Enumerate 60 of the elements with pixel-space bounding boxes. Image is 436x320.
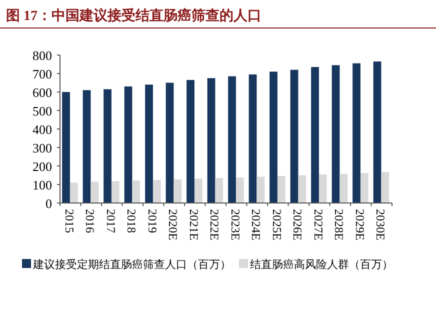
bar: [277, 176, 286, 203]
bar: [152, 180, 161, 203]
bar: [90, 182, 99, 203]
x-tick-label: 2025E: [270, 209, 284, 240]
x-tick-label: 2018: [124, 209, 139, 233]
bar: [311, 67, 319, 203]
y-tick-label: 600: [32, 85, 52, 100]
chart-title: 图 17：中国建议接受结直肠癌筛查的人口: [6, 7, 262, 24]
x-tick-label: 2024E: [249, 209, 264, 240]
bar: [352, 63, 360, 203]
bar: [104, 89, 112, 203]
bar: [186, 80, 194, 203]
bar: [318, 174, 327, 203]
x-tick-label: 2029E: [352, 209, 367, 240]
y-tick-label: 0: [46, 196, 52, 211]
bar: [360, 173, 368, 203]
y-tick-label: 100: [32, 178, 52, 192]
bar: [215, 178, 224, 203]
bar: [174, 179, 182, 203]
bar: [381, 172, 390, 203]
bar: [124, 86, 132, 203]
x-tick-label: 2019: [145, 209, 160, 233]
bar: [70, 182, 78, 203]
bar: [256, 176, 265, 203]
y-tick-label: 800: [32, 48, 52, 63]
bar: [248, 74, 257, 203]
x-tick-label: 2022E: [208, 209, 222, 240]
bar: [166, 82, 174, 203]
x-tick-label: 2017: [104, 209, 118, 233]
bar: [62, 92, 70, 203]
y-tick-label: 400: [32, 122, 52, 137]
bar: [82, 90, 91, 203]
legend-label: 结直肠癌高风险人群（百万）: [250, 258, 393, 271]
bar: [194, 178, 202, 203]
x-tick-label: 2020E: [166, 209, 180, 240]
bar: [290, 70, 298, 203]
bar: [228, 76, 236, 203]
y-tick-label: 300: [32, 140, 52, 156]
bar: [332, 65, 340, 203]
bar: [373, 61, 382, 203]
bar: [340, 174, 348, 203]
x-tick-label: 2016: [83, 209, 98, 233]
legend-label: 建议接受定期结直肠癌筛查人口（百万）: [32, 258, 231, 271]
x-tick-label: 2021E: [186, 209, 201, 240]
y-tick-label: 700: [32, 66, 52, 82]
bar: [111, 181, 120, 203]
y-tick-label: 200: [32, 159, 52, 174]
bar: [207, 78, 216, 203]
bar: [236, 177, 244, 203]
x-tick-label: 2030E: [374, 209, 388, 240]
x-tick-label: 2027E: [311, 209, 326, 240]
x-tick-label: 2026E: [290, 209, 305, 240]
bar: [270, 72, 278, 203]
bar: [298, 175, 306, 203]
bar: [145, 84, 153, 203]
x-tick-label: 2023E: [228, 209, 242, 240]
x-tick-label: 2015: [62, 209, 76, 233]
y-tick-label: 500: [32, 104, 52, 118]
bar: [132, 180, 140, 203]
x-tick-label: 2028E: [332, 209, 346, 240]
